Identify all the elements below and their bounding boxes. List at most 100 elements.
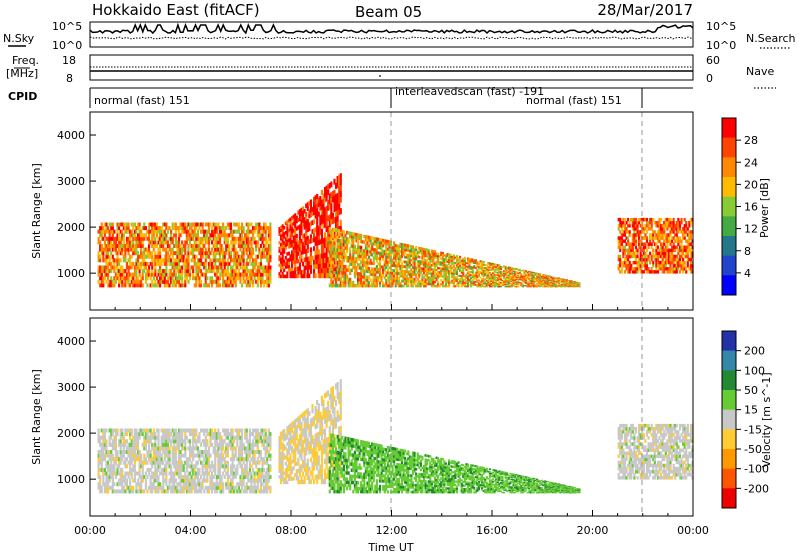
echo-cell [121, 467, 124, 472]
echo-cell [267, 236, 270, 241]
echo-cell [301, 269, 305, 275]
echo-cell [233, 236, 236, 241]
echo-cell [138, 222, 141, 227]
echo-cell [286, 220, 289, 224]
echo-cell [658, 267, 661, 271]
echo-cell [214, 229, 217, 234]
echo-cell [116, 489, 119, 494]
echo-cell [437, 284, 440, 288]
echo-cell [154, 283, 157, 288]
echo-cell [559, 285, 562, 287]
echo-cell [476, 270, 479, 273]
echo-cell [133, 247, 136, 252]
echo-cell [177, 226, 181, 231]
echo-cell [100, 272, 103, 277]
echo-cell [645, 236, 649, 240]
echo-cell [284, 274, 287, 279]
echo-cell [193, 222, 196, 227]
echo-cell [111, 457, 114, 462]
echo-cell [444, 271, 448, 275]
echo-cell [407, 282, 410, 286]
echo-cell [301, 261, 305, 267]
echo-cell [176, 261, 179, 266]
echo-cell [688, 236, 691, 240]
echo-cell [451, 281, 454, 284]
echo-cell [492, 282, 495, 285]
echo-cell [466, 257, 470, 260]
echo-cell [124, 226, 127, 231]
echo-cell [559, 280, 562, 282]
echo-cell [686, 260, 689, 265]
echo-cell [100, 283, 103, 288]
echo-cell [363, 249, 366, 253]
echo-cell [399, 269, 402, 273]
echo-cell [259, 254, 263, 259]
echo-cell [441, 269, 444, 272]
echo-cell [515, 276, 518, 278]
echo-cell [564, 279, 567, 281]
echo-cell [339, 242, 342, 246]
echo-cell [369, 258, 372, 262]
echo-cell [284, 230, 287, 235]
echo-cell [638, 220, 641, 225]
echo-cell [261, 229, 264, 234]
echo-cell [159, 283, 162, 288]
echo-cell [319, 258, 322, 264]
echo-cell [426, 276, 429, 279]
echo-cell [344, 252, 347, 257]
echo-cell [485, 264, 488, 267]
echo-cell [141, 276, 144, 281]
echo-cell [628, 251, 631, 256]
echo-cell [118, 261, 121, 266]
echo-cell [524, 281, 528, 283]
echo-cell [129, 272, 132, 277]
echo-cell [444, 281, 448, 284]
echo-cell [97, 471, 100, 476]
echo-cell [102, 442, 105, 447]
echo-cell [239, 254, 242, 259]
echo-cell [385, 263, 388, 267]
echo-cell [231, 240, 234, 245]
echo-cell [388, 273, 391, 277]
echo-cell [199, 229, 203, 234]
echo-cell [383, 265, 386, 269]
echo-cell [319, 268, 322, 274]
echo-cell [237, 276, 240, 281]
echo-cell [481, 260, 484, 263]
echo-cell [567, 285, 570, 287]
echo-cell [644, 263, 647, 268]
freq-panel: Freq. [MHz] 18 8 60 0 Nave [6, 54, 776, 89]
echo-cell [457, 258, 460, 262]
echo-cell [556, 280, 559, 282]
echo-cell [386, 242, 389, 246]
echo-cell [672, 227, 675, 231]
echo-cell [382, 284, 385, 288]
echo-cell [553, 279, 556, 281]
echo-cell [234, 276, 237, 281]
echo-cell [345, 258, 349, 263]
echo-cell [294, 252, 297, 257]
echo-cell [245, 244, 248, 248]
echo-cell [529, 285, 532, 287]
echo-cell [366, 266, 369, 271]
echo-cell [415, 280, 418, 283]
cpid-panel: CPID normal (fast) 151 interleavedscan (… [8, 85, 693, 108]
echo-cell [388, 258, 391, 262]
echo-cell [295, 255, 298, 260]
echo-cell [144, 261, 147, 266]
echo-cell [176, 276, 179, 281]
echo-cell [408, 254, 411, 257]
echo-cell [309, 203, 313, 209]
echo-cell [487, 274, 490, 277]
echo-cell [97, 272, 100, 277]
echo-cell [245, 261, 248, 266]
echo-cell [444, 264, 448, 267]
echo-cell [363, 281, 366, 285]
echo-cell [545, 280, 548, 282]
echo-cell [316, 193, 319, 200]
echo-cell [481, 279, 484, 282]
echo-cell [567, 282, 570, 283]
echo-cell [375, 259, 378, 263]
echo-cell [184, 276, 187, 281]
echo-cell [294, 224, 297, 229]
